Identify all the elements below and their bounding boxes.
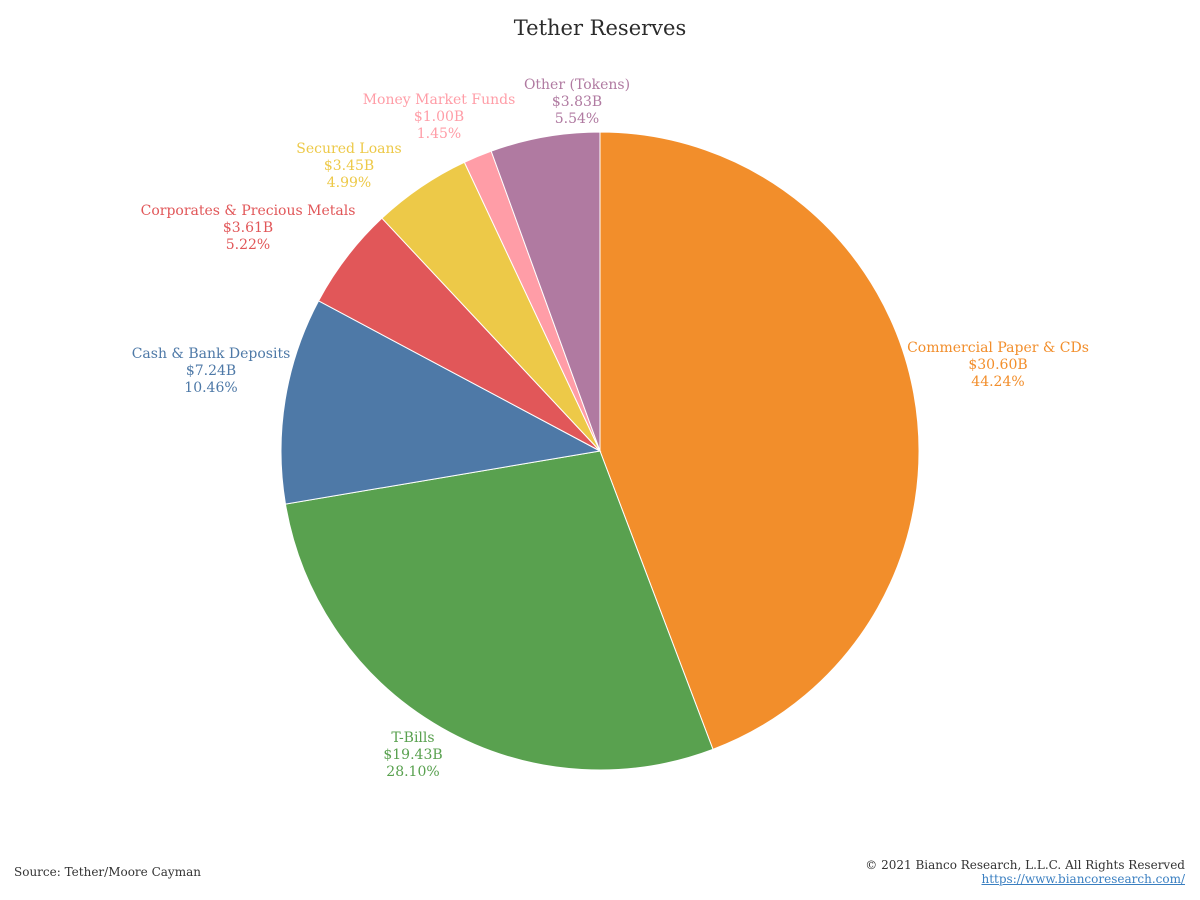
- slice-label-0: Commercial Paper & CDs $30.60B 44.24%: [907, 340, 1089, 390]
- slice-label-3: Corporates & Precious Metals $3.61B 5.22%: [141, 203, 356, 253]
- slice-percent: 5.54%: [555, 111, 599, 127]
- slice-amount: $3.45B: [324, 158, 374, 174]
- pie-slice-1: [284, 450, 714, 771]
- slice-amount: $7.24B: [186, 363, 236, 379]
- pie-slice-0: [599, 131, 920, 750]
- pie-slice-2: [280, 300, 602, 505]
- pie-slice-6: [490, 131, 601, 452]
- slice-amount: $1.00B: [414, 109, 464, 125]
- slice-amount: $3.83B: [552, 94, 602, 110]
- slice-percent: 5.22%: [226, 237, 270, 253]
- chart-title: Tether Reserves: [513, 16, 687, 40]
- slice-percent: 44.24%: [971, 374, 1024, 390]
- slice-percent: 10.46%: [184, 380, 237, 396]
- slice-label-4: Secured Loans $3.45B 4.99%: [296, 141, 401, 191]
- slice-amount: $30.60B: [968, 357, 1027, 373]
- source-note: Source: Tether/Moore Cayman: [14, 865, 201, 879]
- website-link[interactable]: https://www.biancoresearch.com/: [981, 872, 1185, 886]
- slice-name: T-Bills: [391, 730, 434, 746]
- slice-amount: $3.61B: [223, 220, 273, 236]
- slice-percent: 4.99%: [327, 175, 371, 191]
- slice-name: Cash & Bank Deposits: [132, 346, 291, 362]
- copyright-text: © 2021 Bianco Research, L.L.C. All Right…: [865, 858, 1185, 872]
- slice-name: Money Market Funds: [363, 92, 516, 108]
- copyright-block: © 2021 Bianco Research, L.L.C. All Right…: [865, 858, 1185, 886]
- slice-label-5: Money Market Funds $1.00B 1.45%: [363, 92, 516, 142]
- slice-label-2: Cash & Bank Deposits $7.24B 10.46%: [132, 346, 291, 396]
- slice-label-6: Other (Tokens) $3.83B 5.54%: [524, 77, 630, 127]
- slice-name: Commercial Paper & CDs: [907, 340, 1089, 356]
- slice-name: Secured Loans: [296, 141, 401, 157]
- slice-label-1: T-Bills $19.43B 28.10%: [383, 730, 442, 780]
- slice-percent: 28.10%: [386, 764, 439, 780]
- slice-name: Other (Tokens): [524, 77, 630, 93]
- slice-amount: $19.43B: [383, 747, 442, 763]
- slice-percent: 1.45%: [417, 126, 461, 142]
- slice-name: Corporates & Precious Metals: [141, 203, 356, 219]
